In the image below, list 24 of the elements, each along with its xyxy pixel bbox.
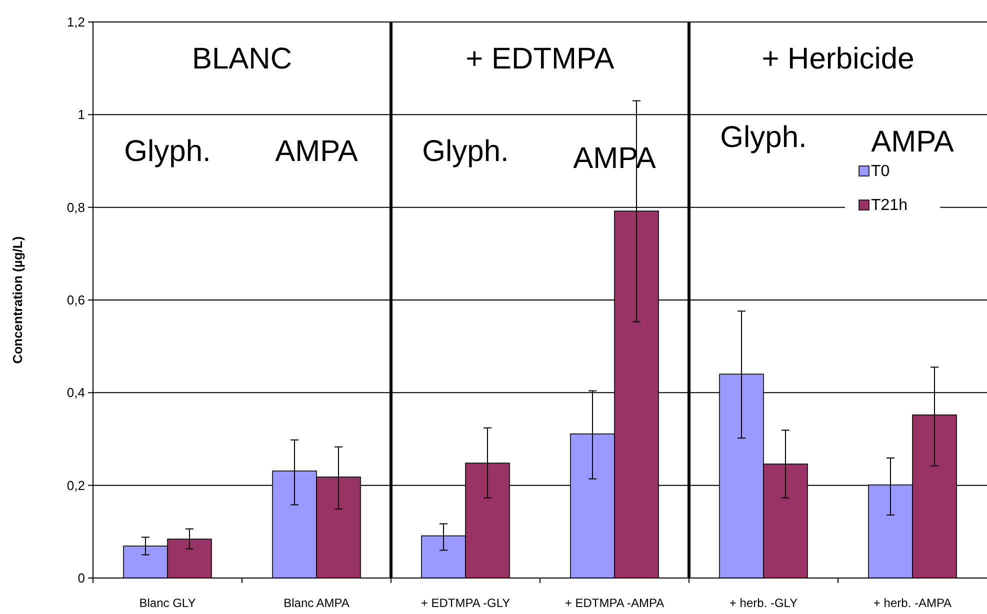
y-tick-label: 0,4: [66, 385, 85, 400]
annotation: AMPA: [275, 135, 358, 168]
y-tick-label: 0,6: [66, 292, 85, 308]
x-tick-label: + herb. -GLY: [729, 596, 798, 610]
annotation: AMPA: [871, 126, 954, 159]
y-tick-label: 1,2: [66, 14, 85, 30]
x-tick-label: + EDTMPA -GLY: [420, 596, 510, 610]
y-tick-label: 1: [78, 107, 85, 122]
legend-label: T0: [871, 163, 890, 180]
annotation: Glyph.: [422, 135, 509, 168]
y-tick-label: 0: [78, 570, 85, 586]
annotation: + Herbicide: [762, 42, 914, 76]
annotation: Glyph.: [124, 135, 211, 168]
y-tick-label: 0,8: [66, 200, 85, 215]
legend-label: T21h: [871, 197, 908, 214]
annotation: Glyph.: [720, 121, 807, 154]
x-tick-label: Blanc GLY: [139, 596, 196, 610]
annotation: BLANC: [192, 42, 292, 76]
annotation: + EDTMPA: [466, 42, 614, 76]
y-axis-title: Concentration (µg/L): [10, 236, 25, 364]
x-tick-label: Blanc AMPA: [284, 596, 350, 610]
x-tick-label: + EDTMPA -AMPA: [564, 596, 664, 610]
x-tick-label: + herb. -AMPA: [873, 596, 952, 610]
y-tick-label: 0,2: [66, 478, 85, 493]
